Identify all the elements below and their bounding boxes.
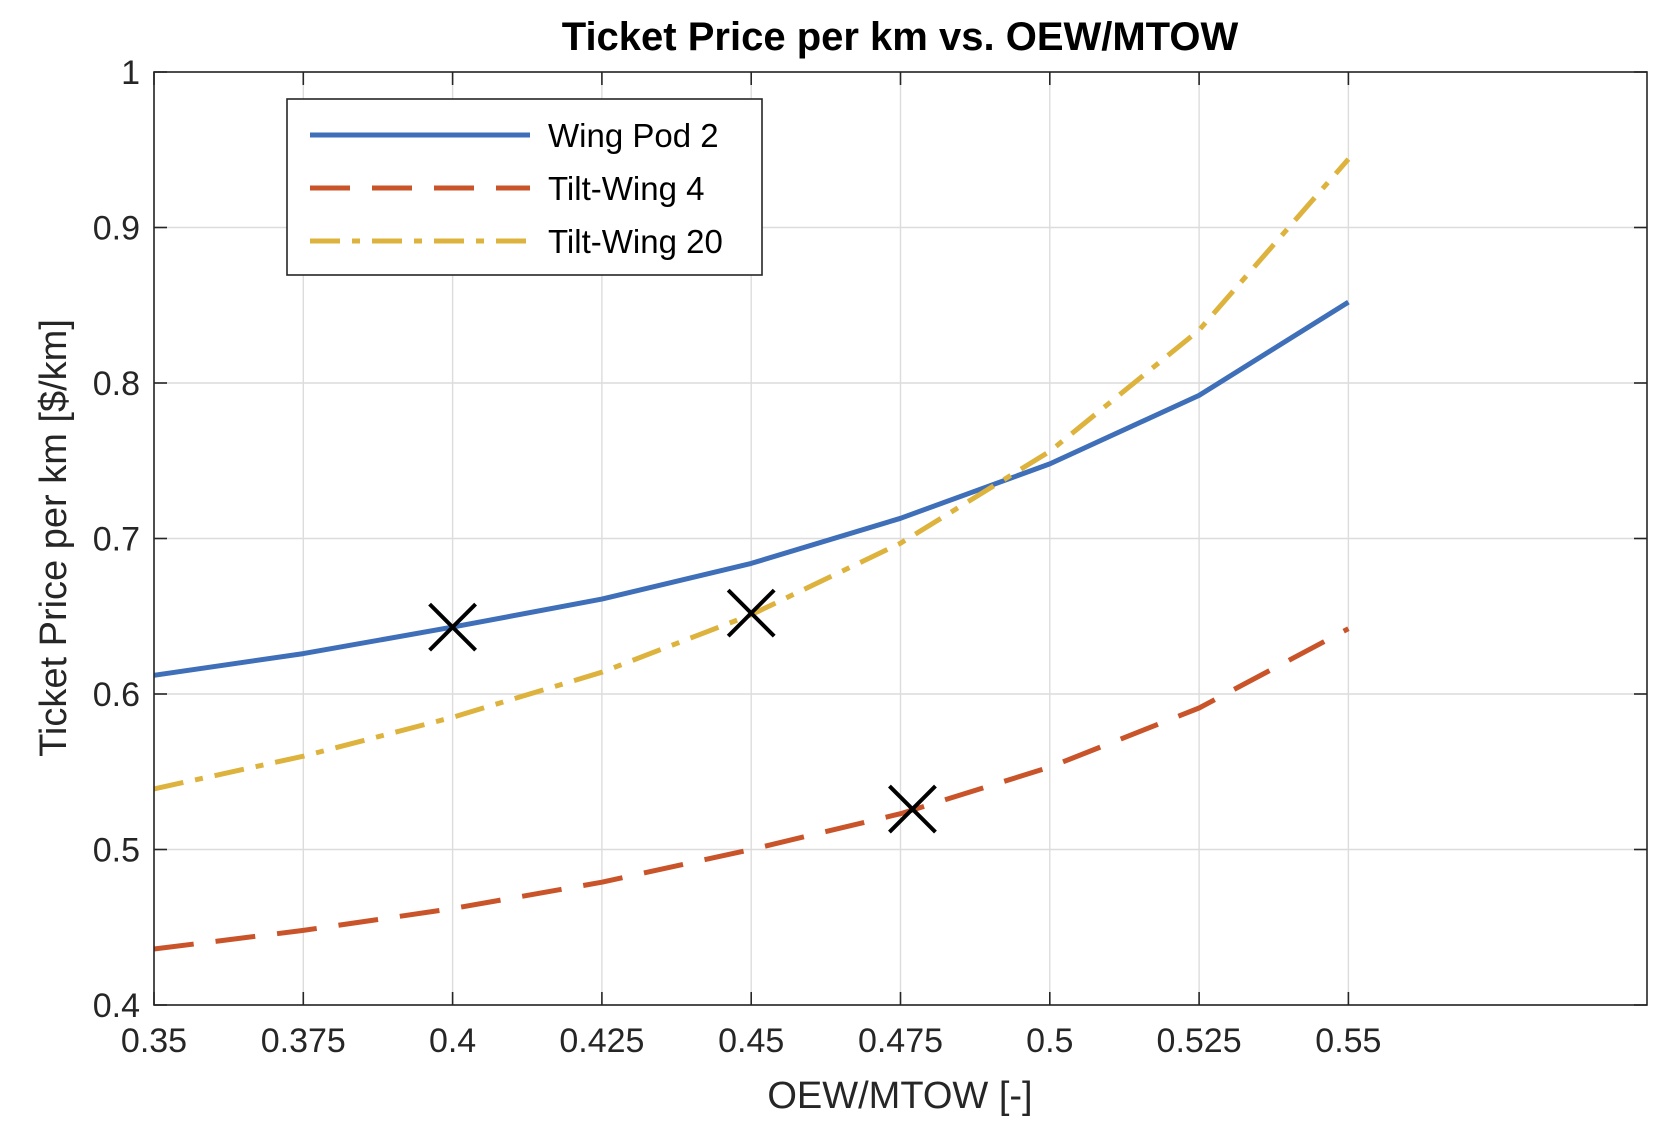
y-axis-label: Ticket Price per km [$/km] <box>33 319 75 757</box>
data-point-s0-6 <box>1047 461 1052 466</box>
data-point-s1-6 <box>1047 765 1052 770</box>
data-point-s2-6 <box>1047 449 1052 454</box>
data-point-s2-8 <box>1346 157 1351 162</box>
data-point-s1-3 <box>599 880 604 885</box>
x-tick-label: 0.5 <box>1026 1022 1073 1060</box>
data-point-s0-1 <box>301 651 306 656</box>
data-point-s1-4 <box>749 847 754 852</box>
x-tick-label: 0.525 <box>1157 1022 1242 1060</box>
data-point-s2-1 <box>301 754 306 759</box>
data-point-s2-3 <box>599 670 604 675</box>
legend-label-2: Tilt-Wing 20 <box>548 223 723 260</box>
legend-label-0: Wing Pod 2 <box>548 117 719 154</box>
data-point-s2-7 <box>1197 328 1202 333</box>
y-tick-label: 0.4 <box>93 987 140 1025</box>
data-point-s1-7 <box>1197 705 1202 710</box>
data-point-s2-2 <box>450 715 455 720</box>
data-point-s0-8 <box>1346 300 1351 305</box>
marker-layer <box>428 588 937 834</box>
x-marker-0 <box>428 602 478 652</box>
x-tick-label: 0.375 <box>261 1022 346 1060</box>
series-line-1 <box>153 626 1350 952</box>
data-point-s1-1 <box>301 928 306 933</box>
x-axis-label: OEW/MTOW [-] <box>767 1075 1032 1117</box>
y-tick-label: 0.5 <box>93 832 140 870</box>
y-tick-label: 0.7 <box>93 521 140 559</box>
series-line-0 <box>153 299 1350 678</box>
y-tick-label: 0.8 <box>93 365 140 403</box>
data-point-s0-4 <box>749 561 754 566</box>
legend-label-1: Tilt-Wing 4 <box>548 170 704 207</box>
y-tick-label: 0.9 <box>93 210 140 248</box>
x-marker-2 <box>888 784 937 834</box>
data-point-s0-5 <box>898 516 903 521</box>
x-tick-label: 0.55 <box>1315 1022 1381 1060</box>
data-point-s0-7 <box>1197 393 1202 398</box>
data-point-s1-2 <box>450 906 455 911</box>
y-tick-label: 1 <box>121 54 140 92</box>
data-point-s1-8 <box>1346 626 1351 631</box>
x-tick-label: 0.35 <box>121 1022 187 1060</box>
x-tick-label: 0.4 <box>429 1022 476 1060</box>
data-point-s2-5 <box>898 541 903 546</box>
data-point-s1-5 <box>898 811 903 816</box>
data-point-s0-3 <box>599 597 604 602</box>
chart-title: Ticket Price per km vs. OEW/MTOW <box>562 15 1239 59</box>
x-marker-1 <box>726 588 776 638</box>
x-tick-label: 0.425 <box>559 1022 644 1060</box>
x-tick-label: 0.45 <box>718 1022 784 1060</box>
x-tick-label: 0.475 <box>858 1022 943 1060</box>
ticks: 0.35 0.375 0.4 0.425 0.45 0.475 0.5 0.525 0.55 0.… <box>93 54 1647 1060</box>
y-tick-label: 0.6 <box>93 676 140 714</box>
legend: Wing Pod 2 Tilt-Wing 4 Tilt-Wing 20 <box>286 98 763 276</box>
